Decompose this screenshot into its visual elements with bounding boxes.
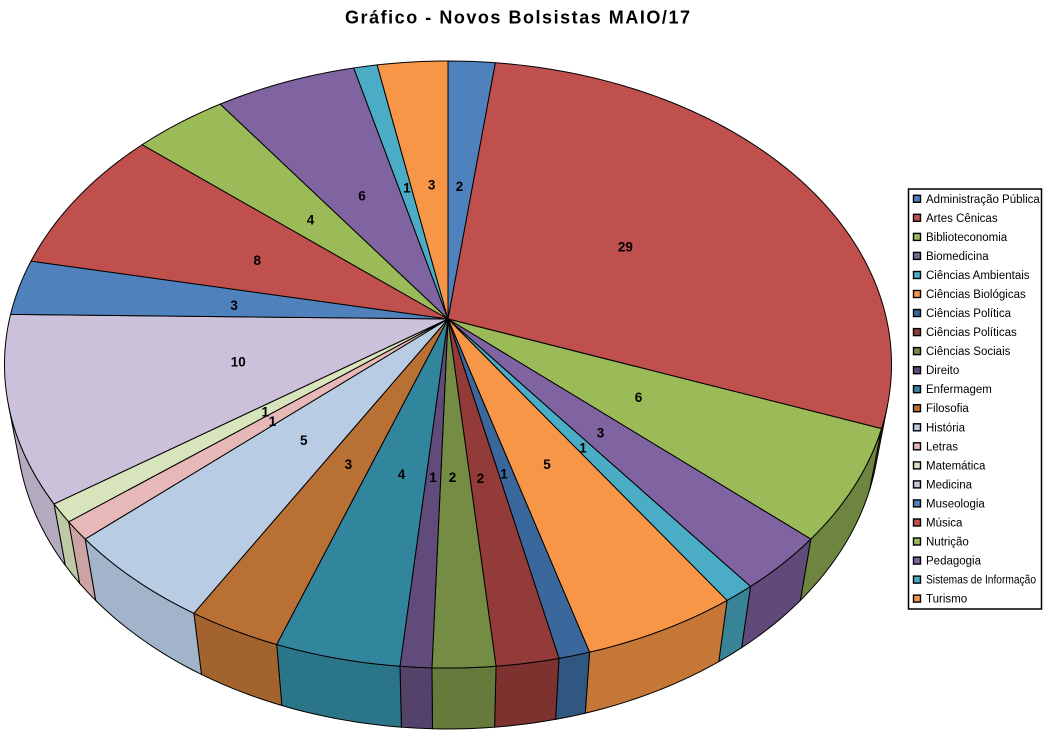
svg-text:8: 8	[254, 253, 262, 268]
svg-text:Ciências Política: Ciências Política	[926, 308, 1012, 320]
svg-text:Administração Pública: Administração Pública	[926, 194, 1040, 206]
svg-text:Sistemas de Informação: Sistemas de Informação	[926, 575, 1036, 587]
svg-text:Enfermagem: Enfermagem	[926, 384, 992, 396]
svg-text:Museologia: Museologia	[926, 498, 985, 510]
svg-text:3: 3	[597, 426, 605, 441]
svg-text:3: 3	[345, 457, 353, 472]
svg-text:Letras: Letras	[926, 441, 958, 453]
svg-text:Ciências Ambientais: Ciências Ambientais	[926, 270, 1030, 282]
svg-text:10: 10	[231, 355, 246, 370]
svg-text:2: 2	[456, 179, 464, 194]
svg-text:3: 3	[230, 298, 238, 313]
svg-text:4: 4	[398, 467, 406, 482]
svg-text:Gráfico - Novos Bolsistas MAIO: Gráfico - Novos Bolsistas MAIO/17	[345, 8, 690, 28]
svg-text:Ciências Biológicas: Ciências Biológicas	[926, 289, 1026, 301]
svg-text:1: 1	[429, 470, 437, 485]
svg-text:29: 29	[618, 240, 633, 255]
svg-text:1: 1	[500, 467, 508, 482]
svg-text:Pedagogia: Pedagogia	[926, 556, 982, 568]
svg-text:1: 1	[403, 181, 411, 196]
svg-text:5: 5	[543, 457, 551, 472]
svg-text:2: 2	[477, 471, 485, 486]
svg-text:Nutrição: Nutrição	[926, 537, 969, 549]
svg-text:Medicina: Medicina	[926, 479, 973, 491]
svg-text:Ciências Sociais: Ciências Sociais	[926, 346, 1011, 358]
svg-text:Ciências Políticas: Ciências Políticas	[926, 327, 1017, 339]
svg-text:Direito: Direito	[926, 365, 959, 377]
svg-text:1: 1	[261, 404, 269, 419]
svg-text:Matemática: Matemática	[926, 460, 986, 472]
svg-text:Biblioteconomia: Biblioteconomia	[926, 232, 1008, 244]
svg-text:3: 3	[428, 178, 436, 193]
svg-text:5: 5	[300, 433, 308, 448]
svg-text:6: 6	[635, 390, 643, 405]
svg-text:1: 1	[269, 414, 277, 429]
svg-text:4: 4	[307, 212, 315, 227]
svg-text:História: História	[926, 422, 966, 434]
svg-text:6: 6	[358, 189, 366, 204]
svg-text:1: 1	[579, 441, 587, 456]
svg-text:Turismo: Turismo	[926, 594, 967, 606]
svg-text:Filosofia: Filosofia	[926, 403, 969, 415]
svg-text:Artes Cênicas: Artes Cênicas	[926, 213, 998, 225]
svg-text:2: 2	[449, 470, 457, 485]
svg-text:Biomedicina: Biomedicina	[926, 251, 989, 263]
svg-text:Música: Música	[926, 518, 963, 530]
